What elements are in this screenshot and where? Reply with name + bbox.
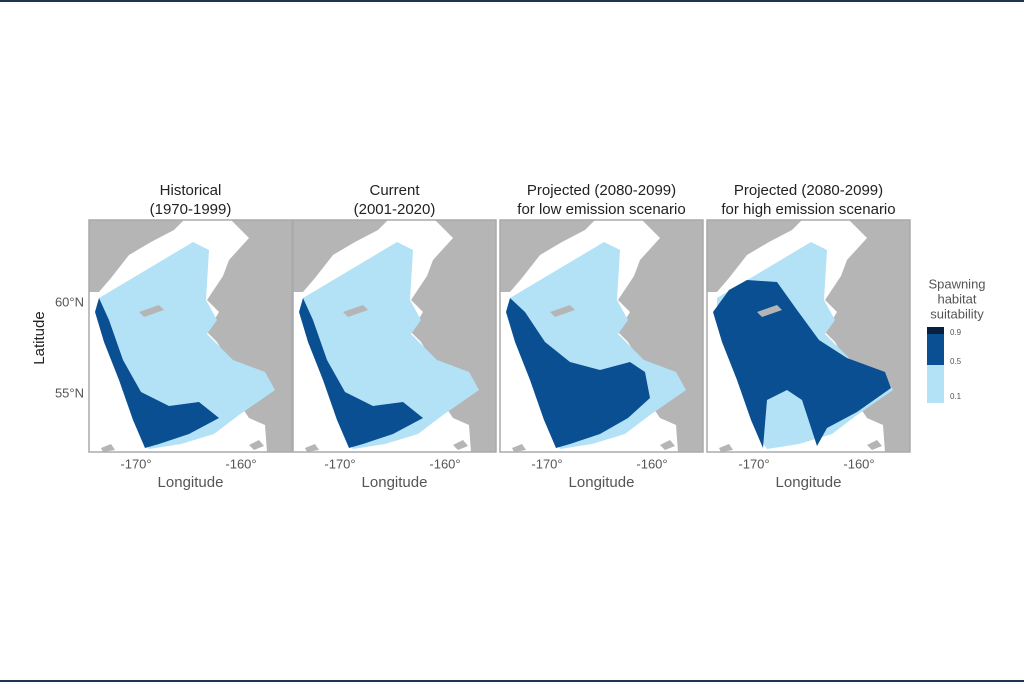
panel-title: Projected (2080-2099) [527,182,676,199]
legend-title: Spawning [928,276,985,291]
map-panel [706,219,911,453]
map-panel [88,219,293,453]
island [343,305,368,317]
island [139,305,164,317]
y-axis-title: Latitude [31,311,48,364]
island [305,444,319,452]
panel-border [88,219,293,453]
panel-title: Projected (2080-2099) [734,182,883,199]
bottom-rule [0,680,1024,682]
map-panel [292,219,497,453]
legend-label: 0.5 [950,357,962,366]
x-tick-label: -170° [120,456,151,471]
x-tick-label: -170° [531,456,562,471]
island [660,440,675,450]
legend-label: 0.9 [950,328,962,337]
legend-title: habitat [937,291,976,306]
x-tick-label: -170° [738,456,769,471]
habitat-high [713,280,891,448]
y-tick-label: 60°N [55,294,84,309]
land [293,220,388,292]
panel-title: for high emission scenario [721,201,895,218]
legend-swatch [927,327,944,334]
x-tick-label: -160° [429,456,460,471]
habitat-high [299,298,423,448]
panel-border [706,219,911,453]
island [757,305,782,317]
land [500,220,595,292]
legend-title: suitability [930,306,984,321]
island [867,440,882,450]
x-tick-label: -160° [225,456,256,471]
legend-swatch [927,365,944,403]
x-tick-label: -160° [843,456,874,471]
habitat-high [95,298,219,448]
panel-title: Current [369,182,420,199]
land [89,220,184,292]
x-axis-title: Longitude [158,474,224,491]
panel-title: (2001-2020) [354,201,436,218]
panel-title: (1970-1999) [150,201,232,218]
habitat-high [506,298,650,448]
land [618,220,703,452]
map-panel [499,219,704,453]
y-tick-label: 55°N [55,385,84,400]
land [825,220,910,452]
island [719,444,733,452]
x-tick-label: -170° [324,456,355,471]
panel-title: Historical [160,182,222,199]
panel-border [499,219,704,453]
island [453,440,468,450]
panel-title: for low emission scenario [517,201,685,218]
x-axis-title: Longitude [569,474,635,491]
legend-swatch [927,334,944,365]
land [207,220,292,452]
top-rule [0,0,1024,2]
x-tick-label: -160° [636,456,667,471]
island [550,305,575,317]
island [512,444,526,452]
panel-border [292,219,497,453]
island [101,444,115,452]
land [707,220,802,292]
island [249,440,264,450]
land [411,220,496,452]
legend-label: 0.1 [950,392,962,401]
x-axis-title: Longitude [776,474,842,491]
x-axis-title: Longitude [362,474,428,491]
